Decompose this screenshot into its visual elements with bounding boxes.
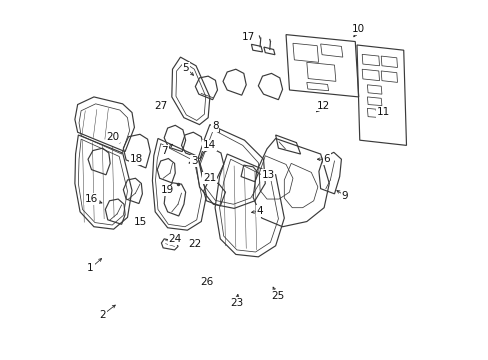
Text: 1: 1 xyxy=(87,263,94,273)
Text: 10: 10 xyxy=(351,24,365,35)
Text: 16: 16 xyxy=(85,194,98,204)
Text: 4: 4 xyxy=(256,206,263,216)
Text: 7: 7 xyxy=(161,145,168,156)
Text: 17: 17 xyxy=(241,32,254,42)
Text: 12: 12 xyxy=(316,100,329,111)
Text: 2: 2 xyxy=(99,310,106,320)
Text: 13: 13 xyxy=(261,170,274,180)
Text: 21: 21 xyxy=(203,173,216,183)
Text: 15: 15 xyxy=(134,216,147,226)
Text: 11: 11 xyxy=(376,108,389,117)
Text: 14: 14 xyxy=(203,140,216,150)
Text: 5: 5 xyxy=(182,63,188,72)
Text: 24: 24 xyxy=(168,234,182,244)
Text: 25: 25 xyxy=(270,291,284,301)
Text: 3: 3 xyxy=(191,156,197,166)
Text: 9: 9 xyxy=(341,190,347,201)
Text: 20: 20 xyxy=(106,132,119,142)
Text: 6: 6 xyxy=(323,154,329,164)
Text: 8: 8 xyxy=(211,121,218,131)
Text: 19: 19 xyxy=(161,185,174,195)
Text: 26: 26 xyxy=(200,277,213,287)
Text: 27: 27 xyxy=(154,100,167,111)
Text: 22: 22 xyxy=(188,239,202,249)
Text: 18: 18 xyxy=(130,154,143,164)
Text: 23: 23 xyxy=(230,298,243,308)
